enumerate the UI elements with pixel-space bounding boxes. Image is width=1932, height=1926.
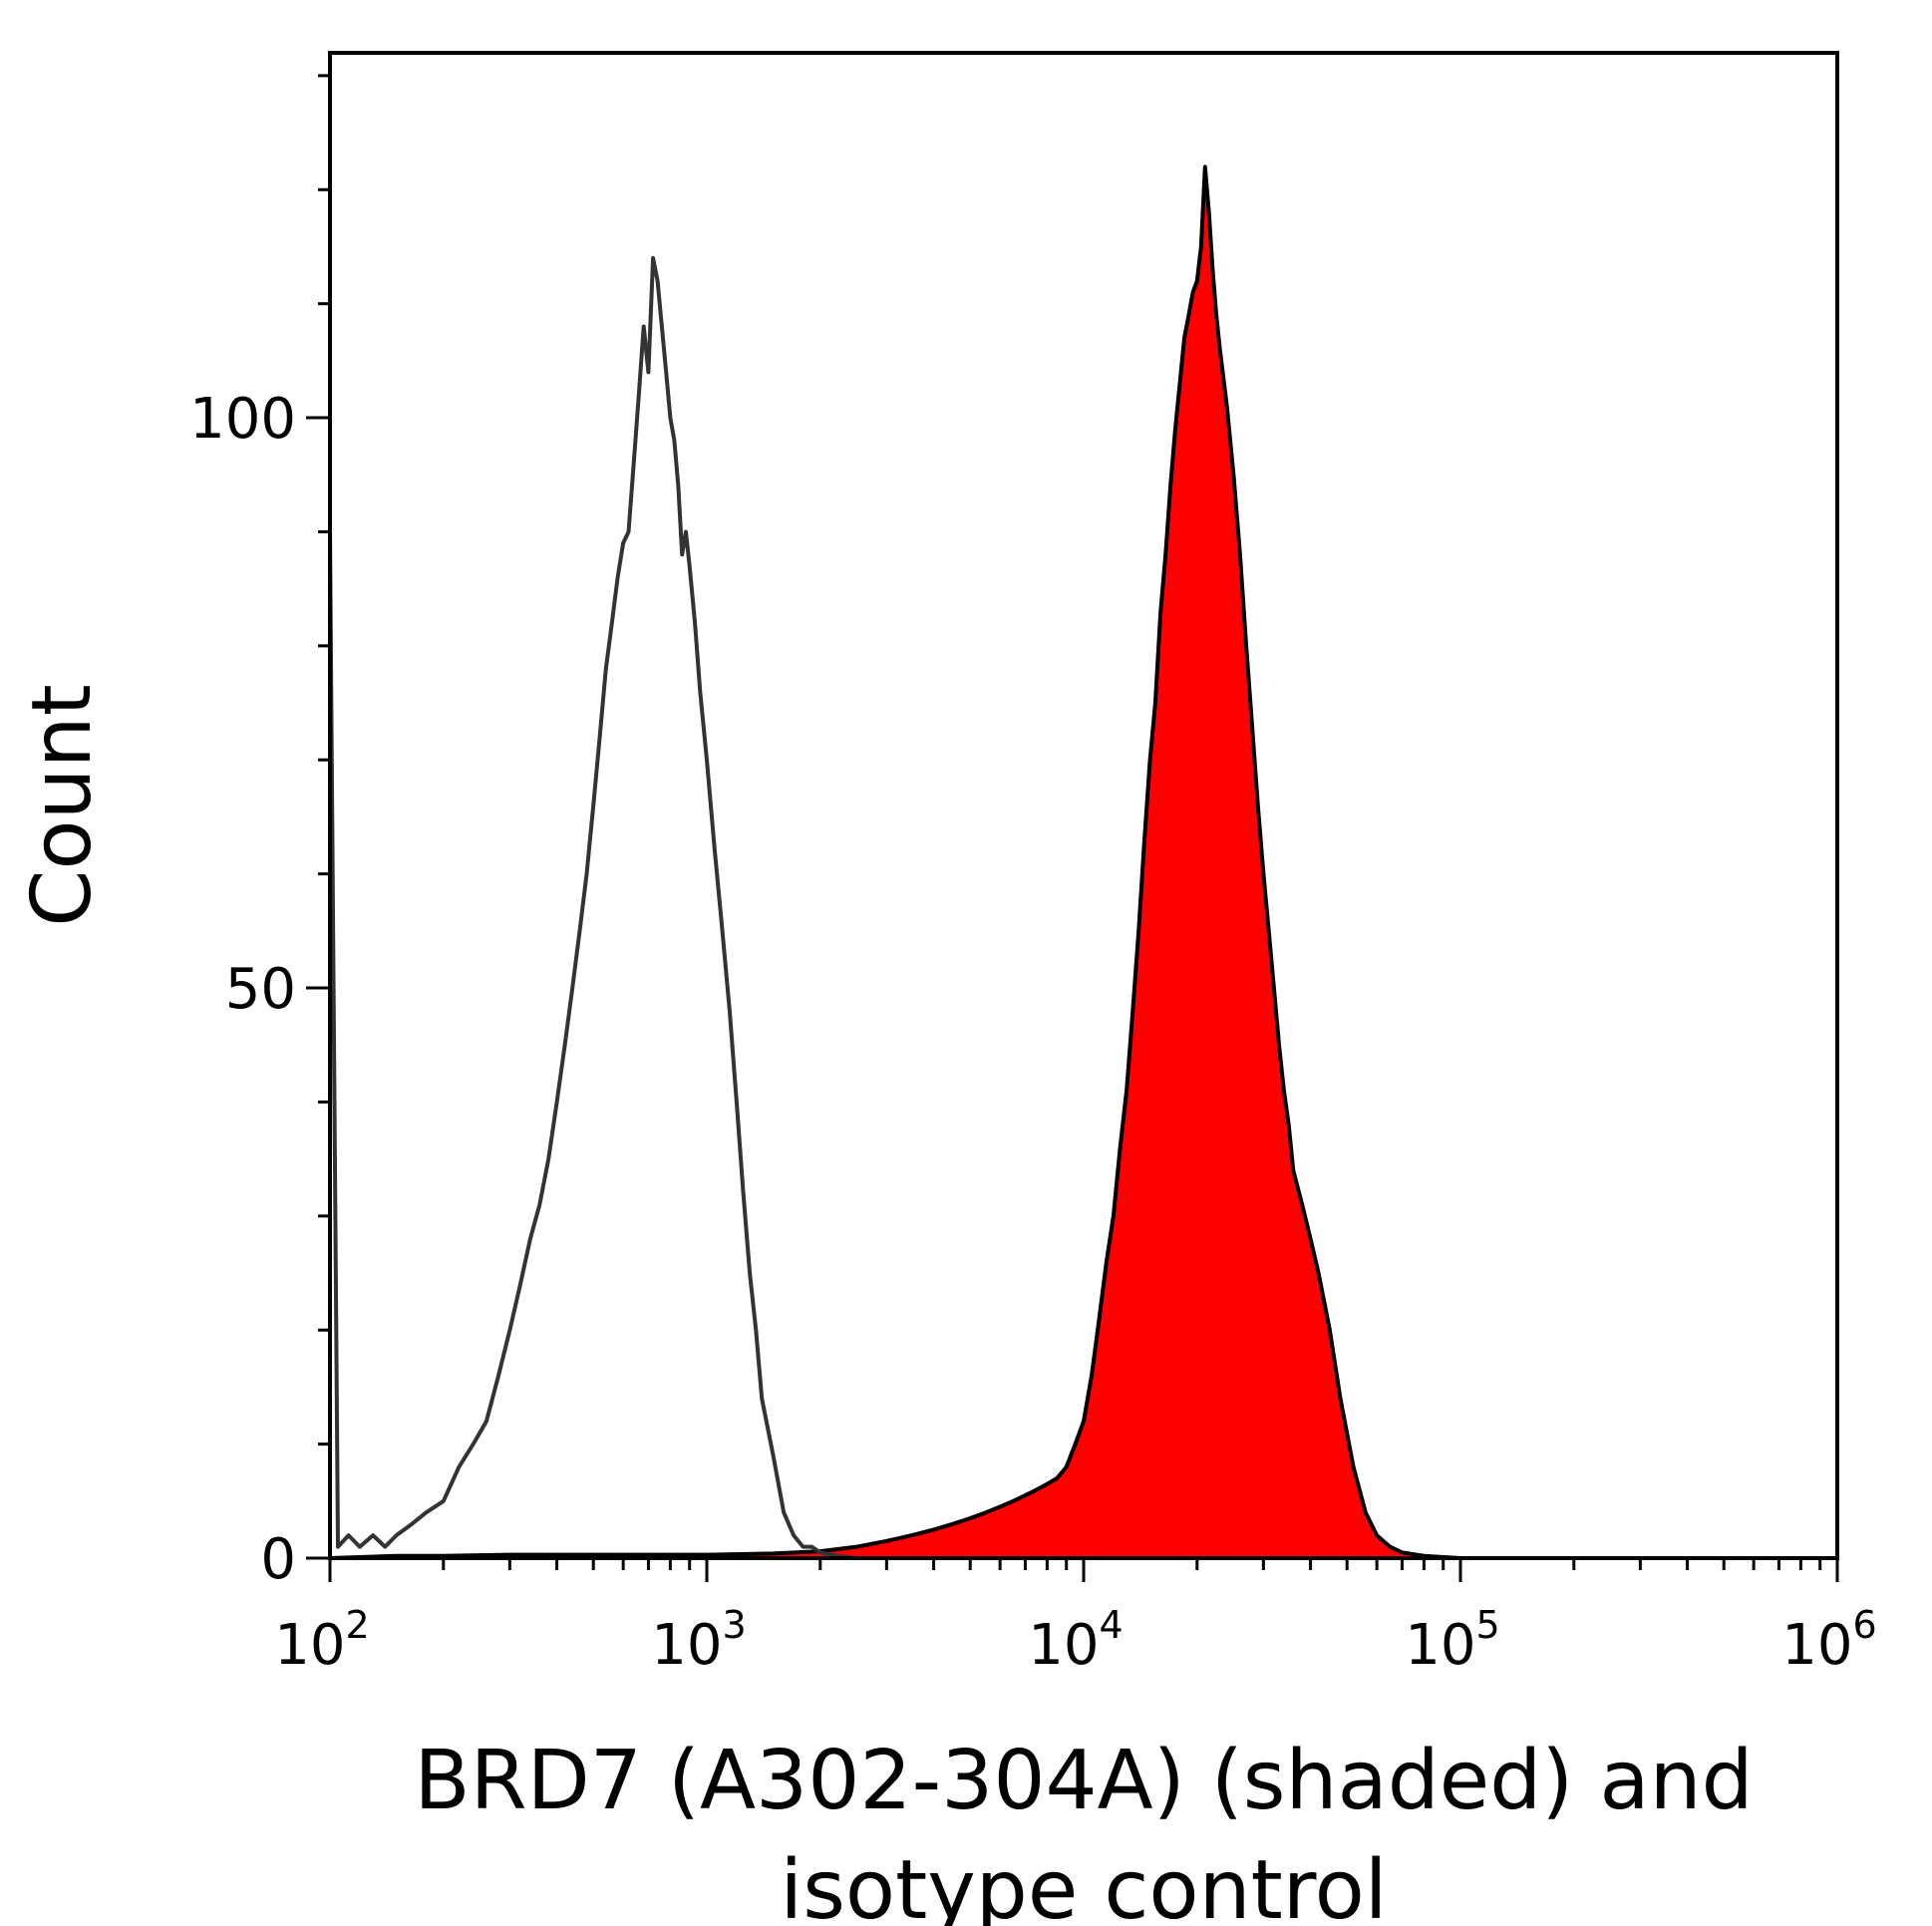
y-axis-ticks: [306, 74, 330, 1560]
y-tick-label: 100: [189, 387, 296, 452]
x-tick-label: 103: [651, 1603, 746, 1678]
plot-frame: [328, 51, 1839, 1560]
shaded-histogram-outline: [329, 164, 1837, 1560]
x-axis-title-line-1: BRD7 (A302-304A) (shaded) and: [414, 1734, 1753, 1828]
x-tick-label: 106: [1781, 1603, 1876, 1678]
isotype-control-outline-layer: [328, 255, 1837, 1560]
y-tick-label: 0: [260, 1527, 296, 1592]
x-axis-title-line-2: isotype control: [780, 1843, 1387, 1926]
x-axis-tick-labels: 102 103 104 105 106: [274, 1603, 1876, 1678]
brd7-shaded-histogram-layer: [329, 164, 1837, 1560]
y-tick-label: 50: [225, 957, 296, 1022]
x-axis-ticks: [328, 1558, 1839, 1582]
y-axis-tick-labels: 0 50 100: [189, 387, 296, 1592]
isotype-histogram-line: [328, 255, 1837, 1560]
y-axis-title: Count: [15, 684, 110, 927]
x-tick-label: 102: [274, 1603, 369, 1678]
x-tick-label: 104: [1028, 1603, 1123, 1678]
shaded-histogram-fill: [330, 166, 1837, 1558]
x-tick-label: 105: [1405, 1603, 1499, 1678]
